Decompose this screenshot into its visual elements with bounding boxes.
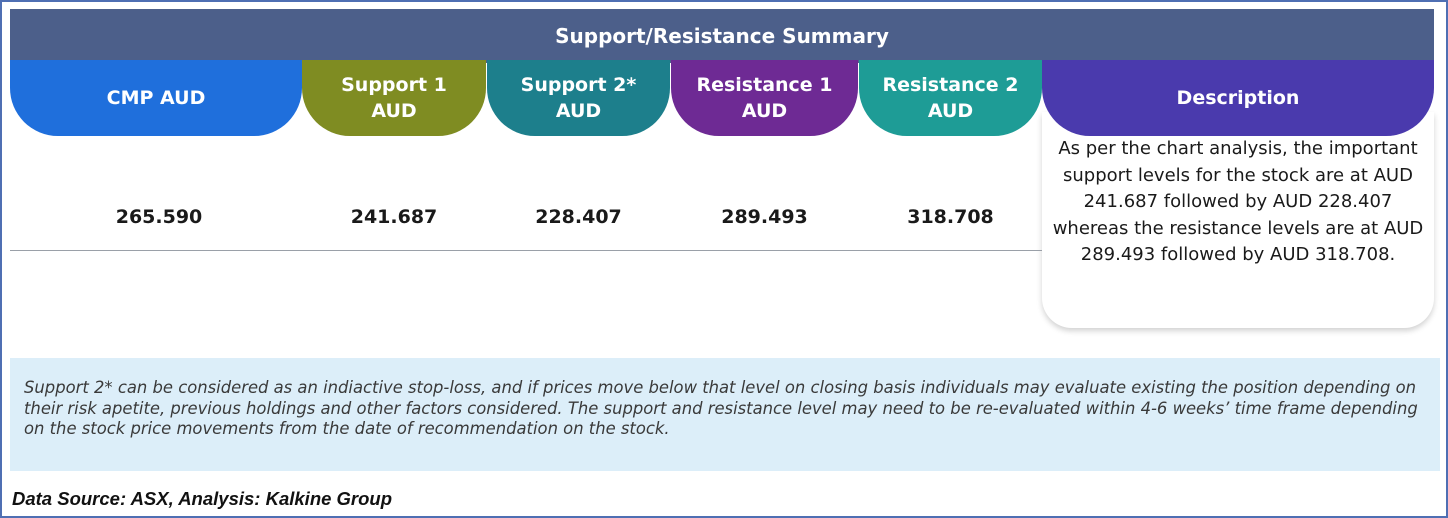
cmp-aud-header: CMP AUD <box>10 60 302 136</box>
support-2-value: 228.407 <box>535 206 622 228</box>
disclaimer-box <box>10 358 1440 471</box>
support-1-header-unit: AUD <box>371 100 417 122</box>
support-2-header: Support 2* AUD <box>487 60 670 136</box>
support-1-header: Support 1 AUD <box>302 60 486 136</box>
table-title: Support/Resistance Summary <box>10 9 1434 63</box>
resistance-1-value: 289.493 <box>721 206 808 228</box>
data-source-footer: Data Source: ASX, Analysis: Kalkine Grou… <box>12 488 393 509</box>
resistance-2-header-label: Resistance 2 <box>882 74 1019 96</box>
resistance-2-header-unit: AUD <box>927 100 974 122</box>
resistance-1-header: Resistance 1 AUD <box>671 60 858 136</box>
cmp-aud-header-label: CMP AUD <box>106 87 206 109</box>
resistance-1-header-unit: AUD <box>741 100 788 122</box>
description-card <box>1042 112 1434 328</box>
support-2-header-label: Support 2* <box>520 74 637 96</box>
support-1-header-label: Support 1 <box>341 74 447 96</box>
description-header-label: Description <box>1176 87 1300 109</box>
disclaimer-text: Support 2* can be considered as an india… <box>24 378 1418 438</box>
resistance-1-header-label: Resistance 1 <box>696 74 833 96</box>
resistance-2-header: Resistance 2 AUD <box>859 60 1042 136</box>
support-2-header-unit: AUD <box>555 100 602 122</box>
description-text: As per the chart analysis, the important… <box>1052 138 1424 265</box>
resistance-2-value: 318.708 <box>907 206 994 228</box>
description-header: Description <box>1042 60 1434 136</box>
support-1-value: 241.687 <box>350 206 438 228</box>
row-divider <box>10 250 1042 251</box>
cmp-aud-value: 265.590 <box>115 206 203 228</box>
